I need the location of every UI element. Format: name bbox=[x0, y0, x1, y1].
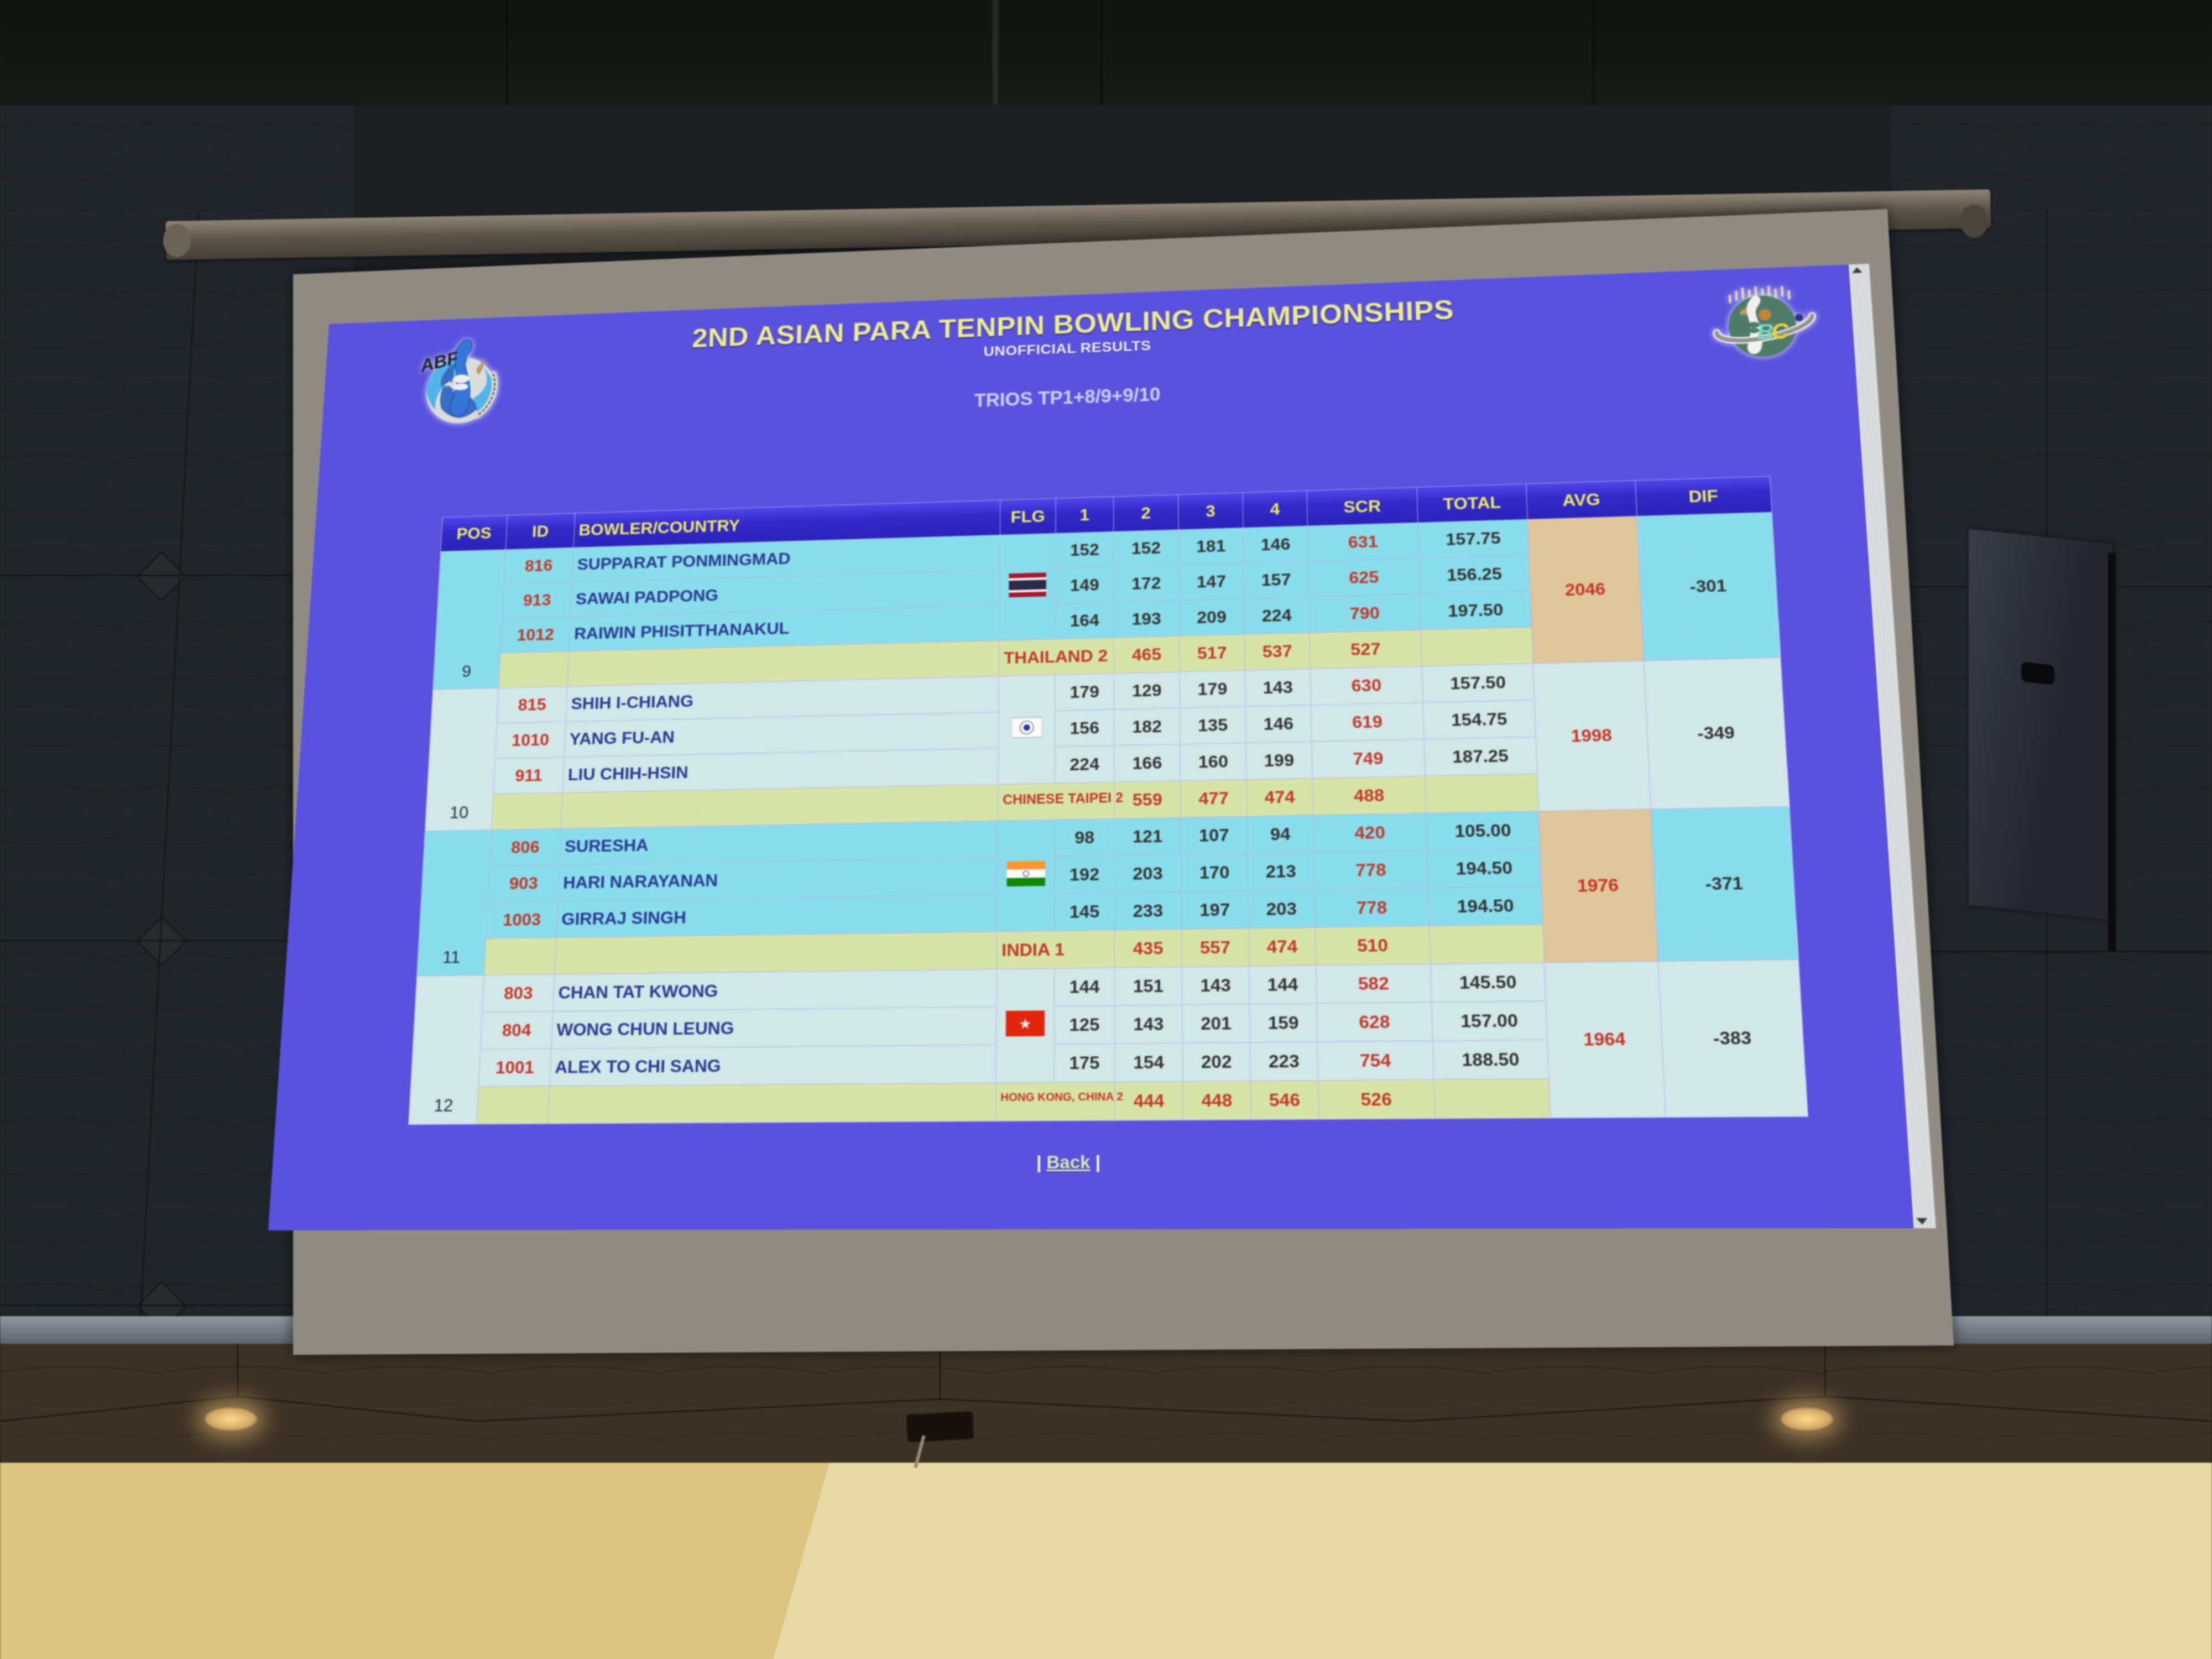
svg-text:★: ★ bbox=[1019, 1015, 1031, 1031]
svg-text:B: B bbox=[1756, 319, 1775, 344]
